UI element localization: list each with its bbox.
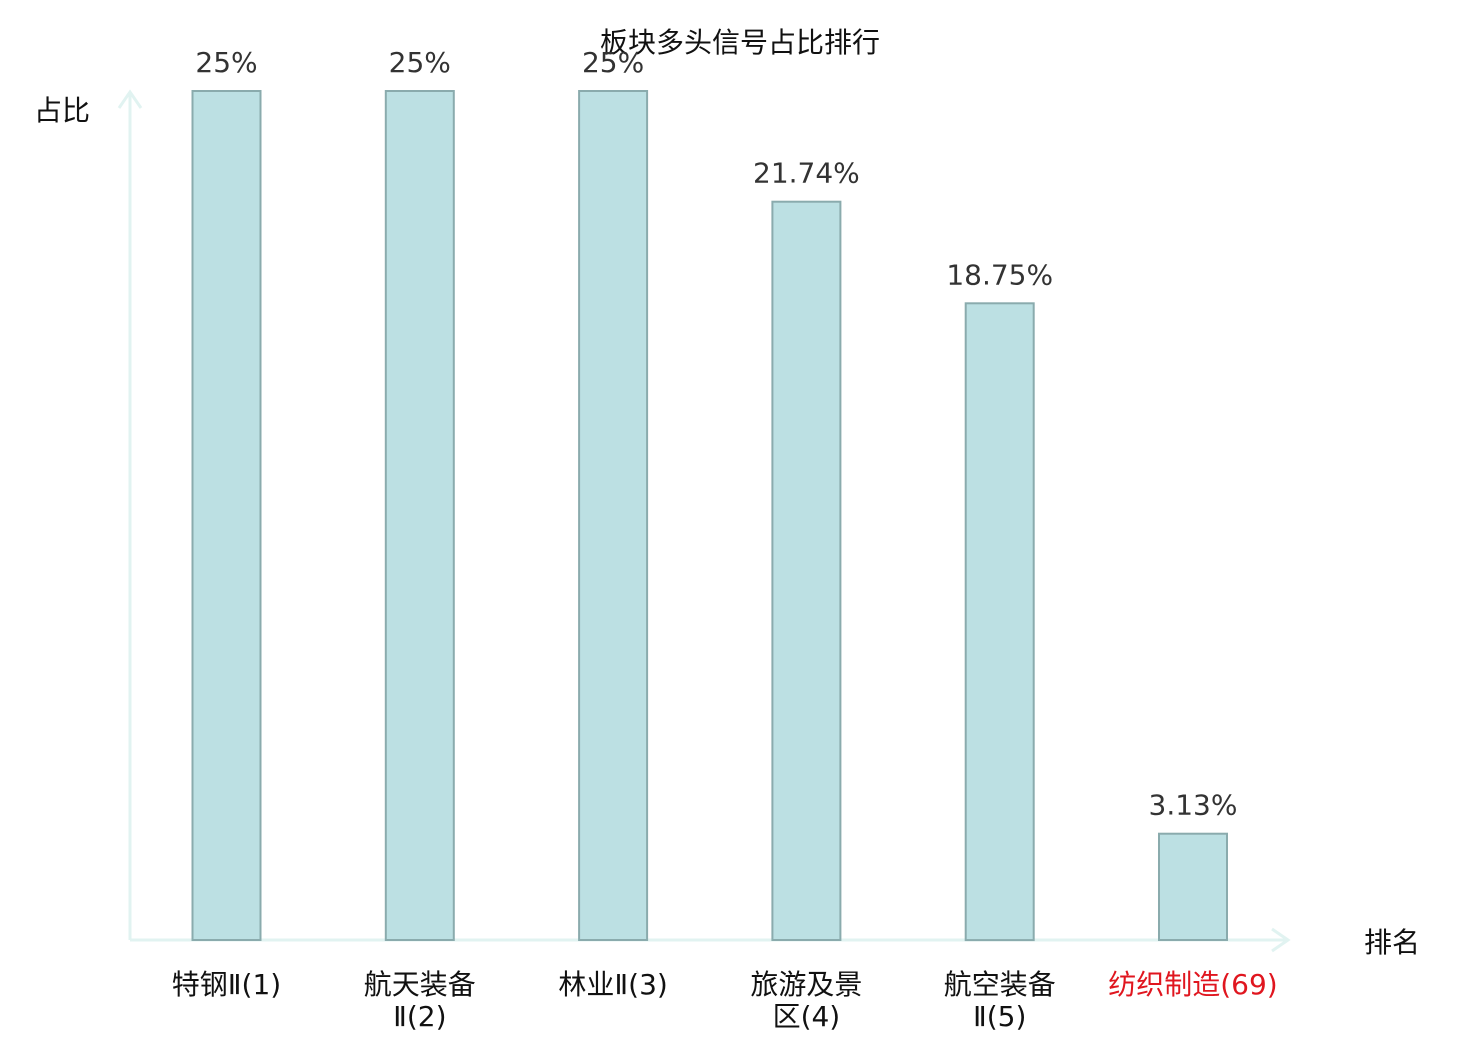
category-label-line: 区(4)	[773, 1000, 841, 1033]
category-label-line: 航天装备	[364, 968, 476, 1001]
value-label-1: 25%	[195, 46, 257, 79]
category-label-line: 旅游及景	[750, 968, 862, 1001]
bar-6	[1158, 832, 1228, 942]
category-label-line: 特钢Ⅱ(1)	[172, 968, 281, 1001]
axes	[117, 89, 1291, 953]
value-label-2: 25%	[389, 46, 451, 79]
value-label-5: 18.75%	[946, 258, 1053, 291]
category-label-4: 旅游及景区(4)	[750, 968, 862, 1033]
category-label-5: 航空装备 Ⅱ(5)	[944, 968, 1056, 1033]
x-axis-label: 排名	[1364, 926, 1420, 959]
value-labels-group: 25% 25% 25% 21.74% 18.75% 3.13%	[195, 46, 1237, 822]
category-label-2: 航天装备 Ⅱ(2)	[364, 968, 476, 1033]
bar-2	[384, 90, 455, 941]
bar-5	[964, 302, 1035, 942]
category-label-6: 纺织制造(69)	[1108, 968, 1277, 1001]
bar-3	[578, 90, 649, 941]
bar-4	[771, 200, 842, 941]
value-label-4: 21.74%	[753, 157, 860, 190]
bar-1	[191, 90, 262, 941]
bars-group	[191, 90, 1228, 942]
category-label-line: 林业Ⅱ(3)	[558, 968, 667, 1001]
category-label-line: 航空装备	[944, 968, 1056, 1001]
category-label-line: 纺织制造(69)	[1108, 968, 1277, 1001]
x-axis-arrow-icon	[1271, 927, 1291, 953]
category-label-1: 特钢Ⅱ(1)	[172, 968, 281, 1001]
category-labels-group: 特钢Ⅱ(1) 航天装备 Ⅱ(2) 林业Ⅱ(3) 旅游及景区(4) 航空装备 Ⅱ(5) 纺织制造…	[172, 968, 1278, 1033]
y-axis-label: 占比	[34, 94, 90, 127]
category-label-3: 林业Ⅱ(3)	[558, 968, 667, 1001]
y-axis-arrow-icon	[117, 89, 143, 109]
category-label-line: Ⅱ(2)	[393, 1000, 446, 1033]
value-label-6: 3.13%	[1149, 789, 1238, 822]
category-label-line: Ⅱ(5)	[973, 1000, 1026, 1033]
value-label-3: 25%	[582, 46, 644, 79]
chart-title: 板块多头信号占比排行	[600, 26, 880, 59]
